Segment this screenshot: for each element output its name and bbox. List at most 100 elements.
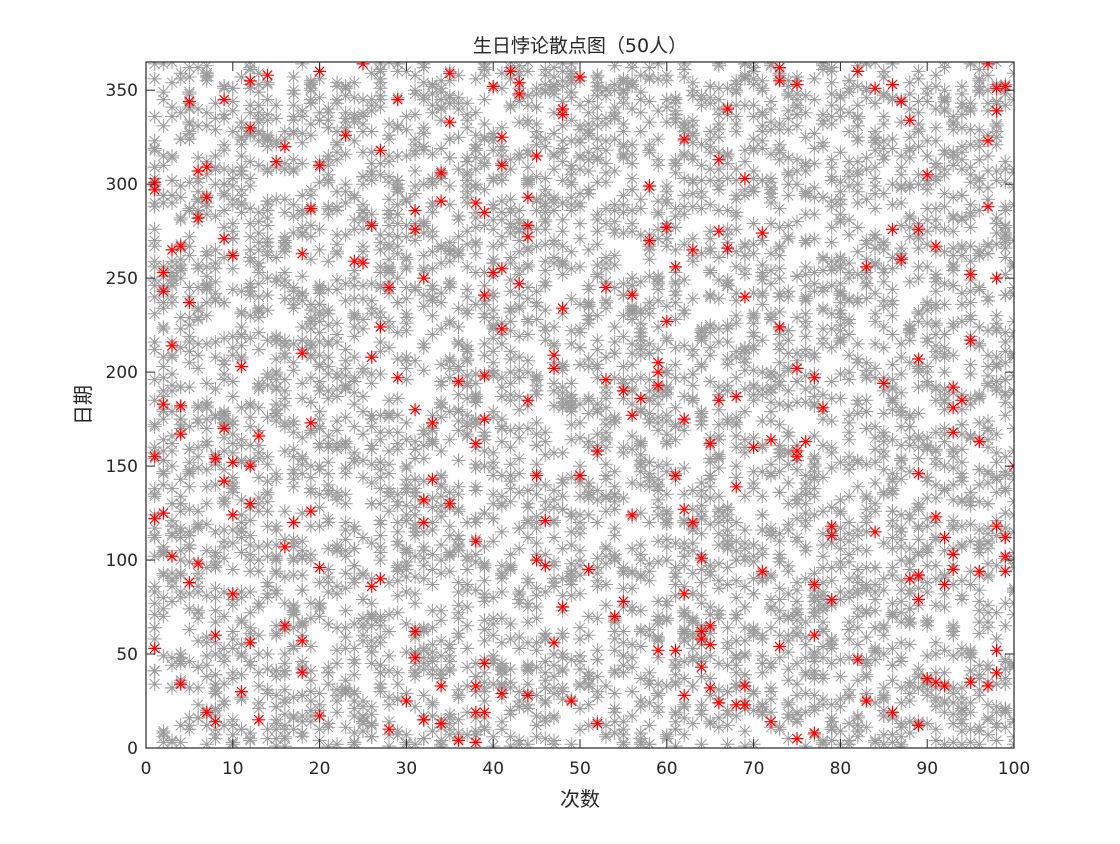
background-point <box>416 558 431 573</box>
background-point-stroke <box>547 658 561 673</box>
background-point <box>547 658 561 673</box>
background-point-stroke <box>286 336 301 351</box>
background-point <box>277 647 292 661</box>
background-point-stroke <box>321 677 336 692</box>
background-point <box>199 295 214 310</box>
background-point-stroke <box>486 143 501 158</box>
background-point <box>208 545 223 560</box>
background-point <box>269 669 284 684</box>
background-point-stroke <box>451 630 466 645</box>
background-point <box>399 554 414 569</box>
background-point <box>260 647 275 661</box>
background-point <box>338 680 353 695</box>
background-point-stroke <box>191 280 206 295</box>
background-point-stroke <box>243 513 258 528</box>
background-point-stroke <box>494 498 509 513</box>
background-point-stroke <box>555 145 570 160</box>
background-point-stroke <box>442 361 457 376</box>
background-point-stroke <box>165 680 179 695</box>
background-point <box>243 438 258 453</box>
background-point <box>442 663 457 678</box>
background-point-stroke <box>373 167 388 182</box>
background-point-stroke <box>382 192 396 207</box>
background-point-stroke <box>338 342 353 357</box>
background-point <box>538 477 553 492</box>
background-point <box>555 196 570 210</box>
background-point-stroke <box>173 71 188 86</box>
background-point-stroke <box>251 491 266 505</box>
background-point-stroke <box>451 598 466 613</box>
background-point-stroke <box>295 709 310 723</box>
background-point <box>295 391 310 406</box>
background-point-stroke <box>312 242 327 257</box>
background-point <box>217 641 232 656</box>
background-point-stroke <box>217 677 232 692</box>
background-point <box>408 233 423 248</box>
background-point-stroke <box>494 468 509 483</box>
background-point-stroke <box>286 568 301 583</box>
background-point <box>460 705 475 720</box>
background-point <box>321 562 336 577</box>
background-point <box>408 164 423 178</box>
background-point-stroke <box>208 261 223 276</box>
background-point <box>547 383 561 398</box>
background-point <box>442 96 457 111</box>
background-point-stroke <box>364 496 379 511</box>
background-point-stroke <box>460 515 475 530</box>
background-point-stroke <box>486 628 501 643</box>
background-point-stroke <box>425 147 440 162</box>
background-point <box>260 575 275 590</box>
background-point-stroke <box>165 100 179 115</box>
background-point <box>555 472 570 487</box>
background-point <box>434 395 449 410</box>
background-point <box>243 171 258 186</box>
background-point <box>573 397 587 412</box>
background-point-stroke <box>225 329 240 344</box>
background-point <box>225 224 240 239</box>
background-point-stroke <box>416 427 431 442</box>
background-point-stroke <box>460 353 475 368</box>
background-point-stroke <box>286 363 301 378</box>
background-point-stroke <box>564 244 579 259</box>
background-point-stroke <box>173 566 188 581</box>
background-point <box>451 363 466 378</box>
background-point <box>251 451 266 466</box>
background-point-stroke <box>390 271 405 286</box>
background-point <box>147 549 162 564</box>
background-point-stroke <box>338 549 353 564</box>
background-point-stroke <box>312 314 327 329</box>
background-point-stroke <box>451 229 466 244</box>
background-point-stroke <box>382 132 396 147</box>
background-point-stroke <box>225 427 240 442</box>
background-point <box>520 291 535 306</box>
background-point-stroke <box>173 179 188 193</box>
background-point <box>425 308 440 323</box>
background-point <box>199 543 214 558</box>
background-point-stroke <box>303 83 318 98</box>
background-point-stroke <box>260 239 275 254</box>
background-point-stroke <box>295 729 310 744</box>
background-point-stroke <box>330 124 344 139</box>
background-point <box>330 389 344 404</box>
background-point-stroke <box>217 694 232 708</box>
background-point-stroke <box>225 536 240 551</box>
background-point <box>225 598 240 613</box>
background-point <box>503 423 518 438</box>
background-point <box>477 348 492 363</box>
background-point-stroke <box>156 601 171 616</box>
background-point <box>503 481 518 496</box>
background-point <box>251 491 266 505</box>
background-point <box>564 506 579 521</box>
background-point-stroke <box>321 175 336 190</box>
background-point-stroke <box>234 320 249 334</box>
background-point-stroke <box>277 235 292 250</box>
background-point <box>303 370 318 385</box>
background-point <box>373 81 388 96</box>
background-point-stroke <box>165 75 179 90</box>
background-point <box>373 677 388 692</box>
background-point-stroke <box>286 425 301 440</box>
background-point-stroke <box>512 402 527 417</box>
background-point-stroke <box>520 143 535 158</box>
background-point <box>286 209 301 224</box>
background-point-stroke <box>399 372 414 387</box>
